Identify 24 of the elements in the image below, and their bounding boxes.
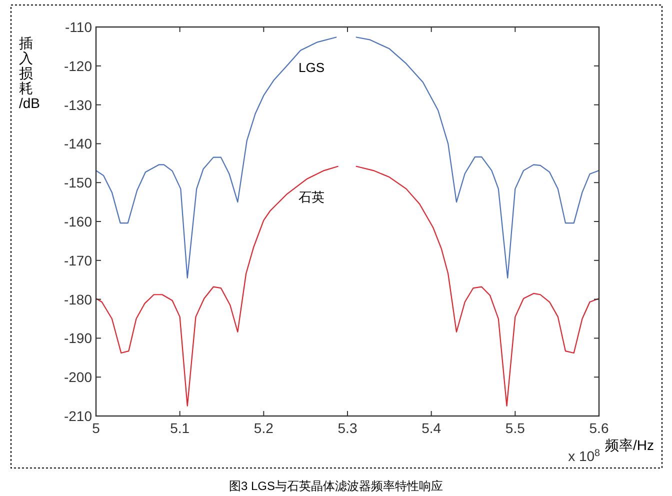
- y-tick-label: -180: [64, 291, 92, 308]
- x-axis-title: 频率/Hz: [605, 437, 654, 453]
- y-tick-label: -140: [64, 136, 92, 152]
- series-label: LGS: [298, 60, 325, 76]
- y-axis-title: 插入损耗/dB: [19, 35, 40, 111]
- y-tick-label: -160: [64, 214, 92, 230]
- y-tick-label: -210: [64, 408, 92, 424]
- text: 图3 LGS与石英晶体滤波器频率特性响应: [228, 479, 444, 493]
- x-tick-label: 5: [92, 420, 100, 436]
- x-tick-label: 5.3: [338, 420, 358, 436]
- x-tick-label: 5.1: [170, 420, 190, 436]
- y-tick-label: -130: [64, 96, 92, 113]
- y-tick-label: -150: [64, 174, 92, 191]
- series-label: 石英: [298, 189, 324, 204]
- y-tick-label: -120: [64, 58, 92, 74]
- x-tick-label: 5.5: [505, 420, 526, 436]
- x-tick-label: 5.2: [254, 420, 274, 436]
- y-tick-label: -190: [64, 330, 92, 346]
- y-tick-label: -200: [64, 369, 92, 386]
- y-tick-label: -170: [64, 252, 92, 268]
- x-tick-label: 5.6: [589, 420, 609, 436]
- text: x 10$^{8}$: [568, 448, 601, 464]
- y-tick-label: -110: [65, 19, 92, 35]
- x-tick-label: 5.4: [422, 420, 442, 436]
